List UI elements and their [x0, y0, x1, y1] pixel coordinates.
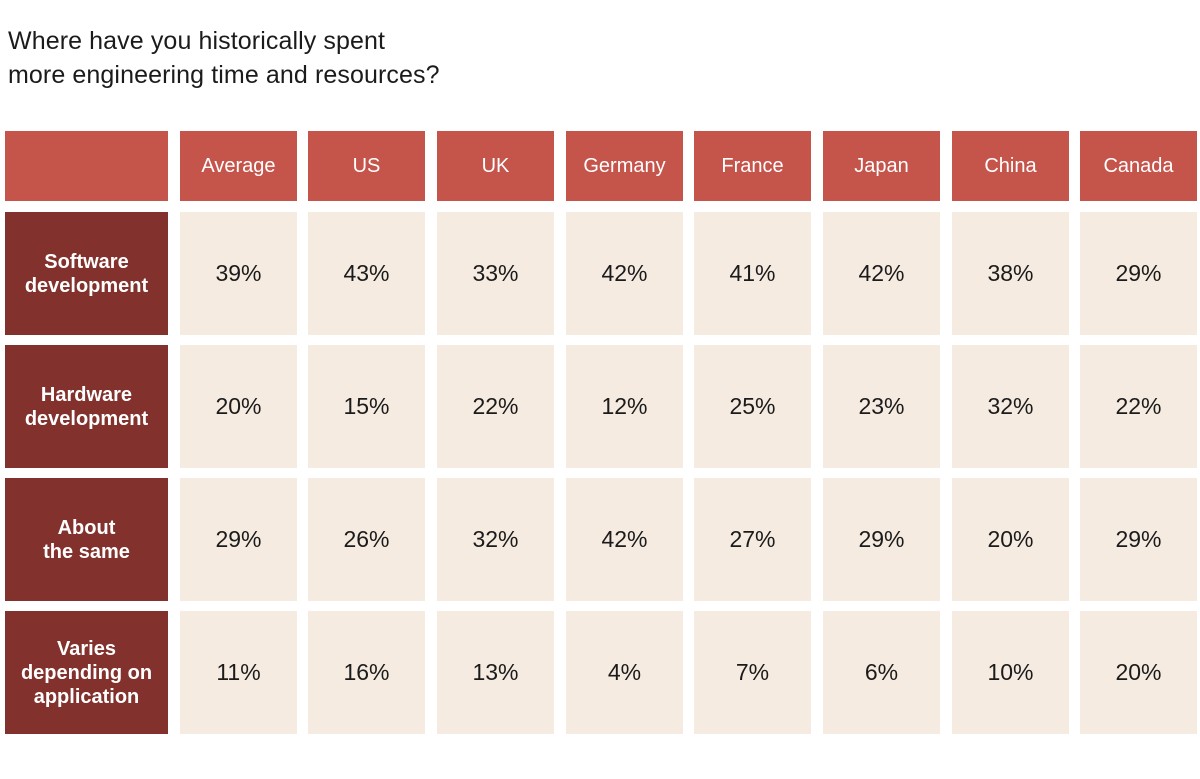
table-cell: 27% [694, 478, 811, 601]
table-cell: 22% [437, 345, 554, 468]
table-cell: 41% [694, 212, 811, 335]
chart-title-line-2: more engineering time and resources? [8, 61, 440, 89]
row-header-label: Varies depending on application [20, 637, 153, 708]
row-header: Varies depending on application [5, 611, 168, 734]
column-header-japan: Japan [823, 131, 940, 201]
column-header-uk: UK [437, 131, 554, 201]
table-cell: 32% [437, 478, 554, 601]
column-header-germany: Germany [566, 131, 683, 201]
table-cell: 42% [566, 478, 683, 601]
column-header-france: France [694, 131, 811, 201]
table-cell: 22% [1080, 345, 1197, 468]
table-cell: 15% [308, 345, 425, 468]
row-header: About the same [5, 478, 168, 601]
table-cell: 12% [566, 345, 683, 468]
chart-title: Where have you historically spent more e… [8, 24, 708, 92]
table-cell: 26% [308, 478, 425, 601]
row-header: Software development [5, 212, 168, 335]
table-cell: 32% [952, 345, 1069, 468]
table-cell: 20% [1080, 611, 1197, 734]
table-cell: 10% [952, 611, 1069, 734]
row-header-label: Hardware development [24, 383, 149, 430]
table-cell: 25% [694, 345, 811, 468]
table-cell: 43% [308, 212, 425, 335]
table-cell: 23% [823, 345, 940, 468]
table-cell: 42% [823, 212, 940, 335]
row-header-label: Software development [24, 250, 149, 297]
table-cell: 38% [952, 212, 1069, 335]
table-cell: 39% [180, 212, 297, 335]
column-header-us: US [308, 131, 425, 201]
table-cell: 29% [1080, 478, 1197, 601]
table-cell: 7% [694, 611, 811, 734]
table-cell: 13% [437, 611, 554, 734]
table-cell: 20% [180, 345, 297, 468]
row-header-label: About the same [43, 516, 130, 563]
table-cell: 29% [180, 478, 297, 601]
table-cell: 29% [1080, 212, 1197, 335]
table-cell: 33% [437, 212, 554, 335]
chart-title-line-1: Where have you historically spent [8, 27, 386, 55]
table-cell: 11% [180, 611, 297, 734]
column-header-average: Average [180, 131, 297, 201]
table-cell: 4% [566, 611, 683, 734]
table-cell: 42% [566, 212, 683, 335]
table-cell: 6% [823, 611, 940, 734]
table-cell: 29% [823, 478, 940, 601]
table-cell: 16% [308, 611, 425, 734]
table-cell: 20% [952, 478, 1069, 601]
column-header-china: China [952, 131, 1069, 201]
table-corner [5, 131, 168, 201]
row-header: Hardware development [5, 345, 168, 468]
column-header-canada: Canada [1080, 131, 1197, 201]
